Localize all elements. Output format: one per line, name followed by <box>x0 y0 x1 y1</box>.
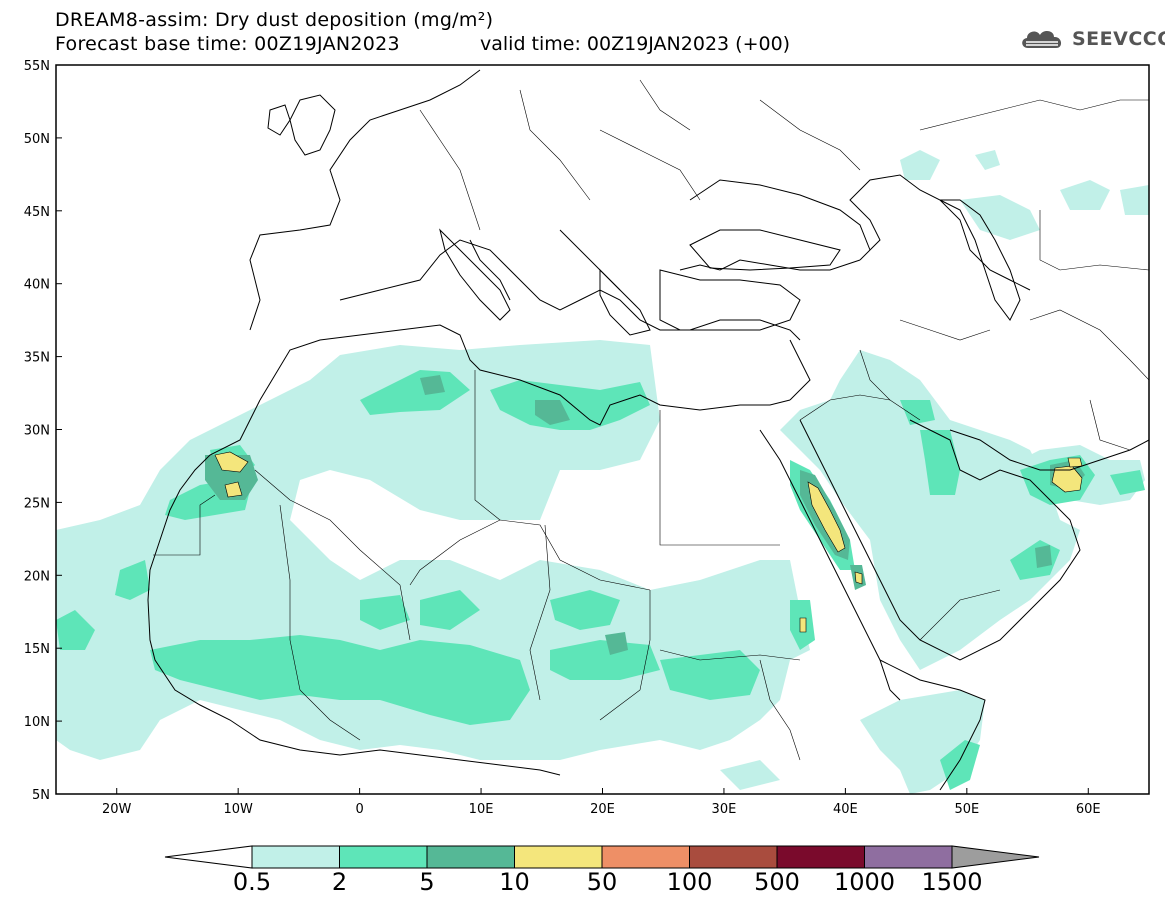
logo-text: SEEVCCC <box>1072 28 1165 50</box>
colorbar-under-arrow <box>164 845 253 869</box>
lat-tick-label: 50N <box>24 132 50 147</box>
lat-tick-label: 40N <box>24 278 50 293</box>
colorbar-level-label: 5 <box>419 868 435 896</box>
colorbar-level-label: 50 <box>586 868 618 896</box>
lat-tick-label: 15N <box>24 642 50 657</box>
forecast-base-time: Forecast base time: 00Z19JAN2023 <box>55 33 400 55</box>
lat-tick-label: 20N <box>24 569 50 584</box>
lon-tick-label: 40E <box>833 802 858 817</box>
lon-tick-label: 10W <box>223 802 253 817</box>
dust-field-10-50 <box>214 451 1083 633</box>
colorbar-level-label: 10 <box>499 868 530 896</box>
lon-tick-label: 0 <box>355 802 363 817</box>
lon-tick-label: 20E <box>590 802 615 817</box>
lon-tick-label: 30E <box>712 802 737 817</box>
cloud-icon <box>1022 31 1062 48</box>
colorbar-level-label: 1000 <box>833 868 896 896</box>
colorbar <box>164 845 1040 869</box>
colorbar-segment-3 <box>514 845 603 869</box>
latitude-ticks: 55N 50N 45N 40N 35N 30N 25N 20N 15N 10N 5N <box>24 59 62 803</box>
coastlines-and-borders <box>147 69 1149 791</box>
lat-tick-label: 25N <box>24 496 50 511</box>
lat-tick-label: 45N <box>24 205 50 220</box>
colorbar-segment-1 <box>339 845 428 869</box>
lat-tick-label: 10N <box>24 715 50 730</box>
lat-tick-label: 5N <box>32 788 50 803</box>
lat-tick-label: 55N <box>24 59 50 74</box>
colorbar-segment-6 <box>776 845 865 869</box>
valid-time: valid time: 00Z19JAN2023 (+00) <box>480 33 791 55</box>
colorbar-level-label: 2 <box>331 868 348 896</box>
lon-tick-label: 60E <box>1076 802 1101 817</box>
lat-tick-label: 35N <box>24 351 50 366</box>
seevccc-logo: SEEVCCC <box>1018 26 1165 52</box>
colorbar-segment-0 <box>251 845 340 869</box>
colorbar-level-label: 500 <box>754 868 800 896</box>
colorbar-segment-7 <box>864 845 953 869</box>
longitude-ticks: 20W 10W 0 10E 20E 30E 40E 50E 60E <box>102 788 1101 817</box>
map-plot-area <box>56 65 1149 794</box>
colorbar-over-arrow <box>951 845 1040 869</box>
lat-tick-label: 30N <box>24 424 50 439</box>
colorbar-segment-5 <box>689 845 778 869</box>
colorbar-segment-2 <box>426 845 515 869</box>
colorbar-level-label: 1500 <box>921 868 983 896</box>
lon-tick-label: 50E <box>954 802 979 817</box>
lon-tick-label: 20W <box>102 802 132 817</box>
lon-tick-label: 10E <box>469 802 494 817</box>
colorbar-level-label: 100 <box>666 868 713 896</box>
map-title: DREAM8-assim: Dry dust deposition (mg/m²… <box>55 9 494 31</box>
colorbar-segment-4 <box>601 845 690 869</box>
colorbar-level-label: 0.5 <box>232 868 272 896</box>
dust-field-2-5 <box>56 370 1145 790</box>
